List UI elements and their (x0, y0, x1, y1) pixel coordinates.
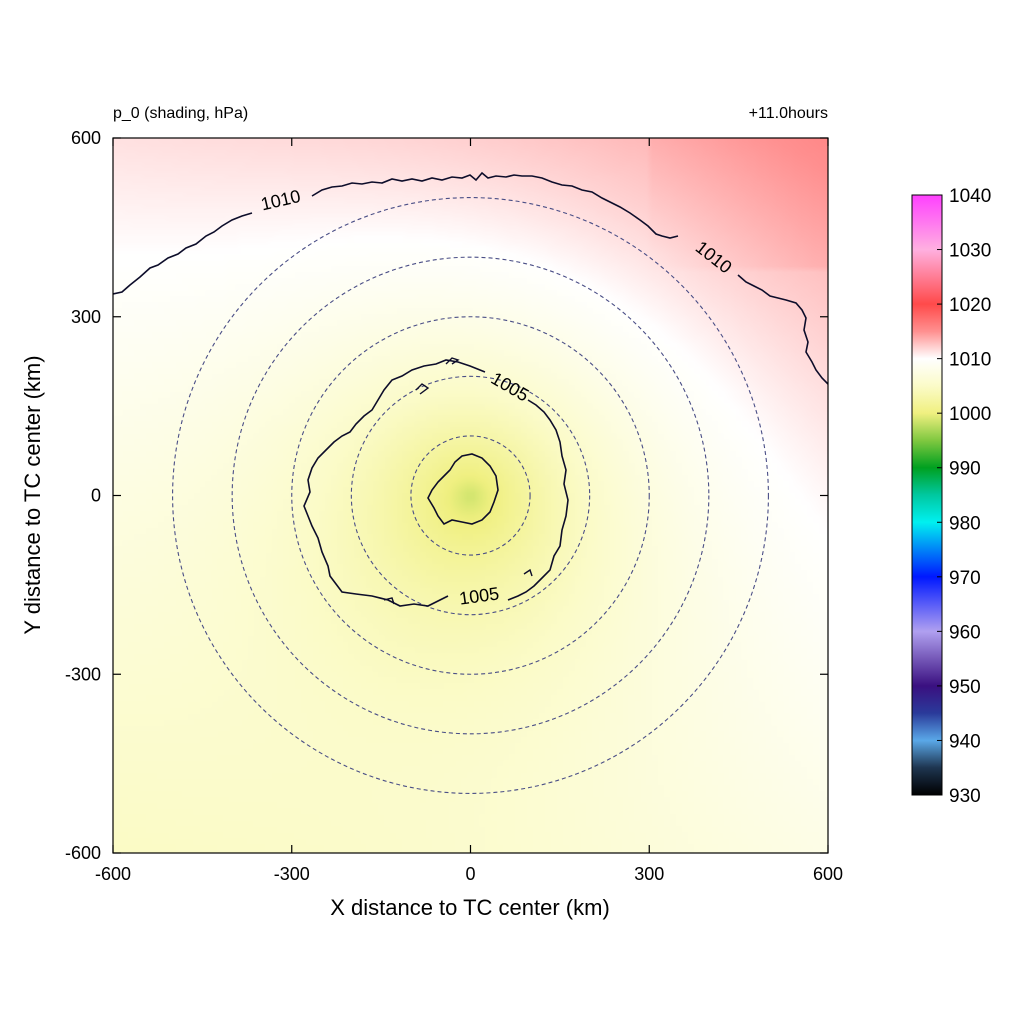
contour-1005 (303, 359, 569, 607)
y-tick-label: 300 (71, 307, 101, 327)
contour-1005-blob (415, 383, 430, 395)
y-axis: -600 -300 0 300 600 (65, 128, 828, 863)
colorbar: 930 940 950 960 970 980 990 1000 1010 1020 1030 104… (911, 186, 991, 807)
x-tick-label: -600 (95, 864, 131, 884)
contour-1005-blob (523, 568, 533, 577)
contour-1010 (113, 171, 828, 385)
chart-title-right: +11.0hours (749, 105, 828, 122)
reference-circle (350, 375, 591, 616)
reference-circle (172, 197, 769, 794)
colorbar-tick-label: 980 (949, 513, 981, 534)
colorbar-tick-label: 1040 (949, 186, 991, 207)
y-tick-label: -600 (65, 843, 101, 863)
y-axis-label: Y distance to TC center (km) (20, 355, 45, 634)
contour-1000 (427, 453, 499, 526)
x-tick-label: 600 (813, 864, 843, 884)
reference-circle (231, 256, 710, 735)
colorbar-tick-label: 930 (949, 786, 981, 807)
chart-title-left: p_0 (shading, hPa) (113, 105, 248, 122)
y-tick-label: -300 (65, 664, 101, 684)
colorbar-tick-label: 1000 (949, 404, 991, 425)
contour-1005-blob (445, 357, 460, 365)
contour-1005-blob (383, 597, 395, 605)
reference-circles (172, 197, 769, 794)
x-tick-label: 0 (465, 864, 475, 884)
reference-circle (410, 435, 531, 556)
x-tick-label: -300 (274, 864, 310, 884)
colorbar-tick-label: 970 (949, 568, 981, 589)
y-tick-label: 0 (91, 486, 101, 506)
x-axis: -600 -300 0 300 600 (95, 138, 843, 884)
colorbar-ticks: 930 940 950 960 970 980 990 1000 1010 1020 1030 104… (937, 186, 991, 807)
colorbar-tick-label: 1020 (949, 295, 991, 316)
x-axis-label: X distance to TC center (km) (330, 895, 610, 920)
colorbar-gradient (911, 194, 943, 796)
plot-area: 1010 1010 1005 1005 (113, 138, 828, 853)
reference-circle (291, 316, 650, 675)
colorbar-tick-label: 940 (949, 731, 981, 752)
colorbar-tick-label: 1030 (949, 241, 991, 262)
colorbar-tick-label: 960 (949, 622, 981, 643)
colorbar-tick-label: 950 (949, 677, 981, 698)
colorbar-tick-label: 990 (949, 459, 981, 480)
x-tick-label: 300 (634, 864, 664, 884)
y-tick-label: 600 (71, 128, 101, 148)
colorbar-tick-label: 1010 (949, 350, 991, 371)
pressure-heatmap (113, 138, 828, 853)
